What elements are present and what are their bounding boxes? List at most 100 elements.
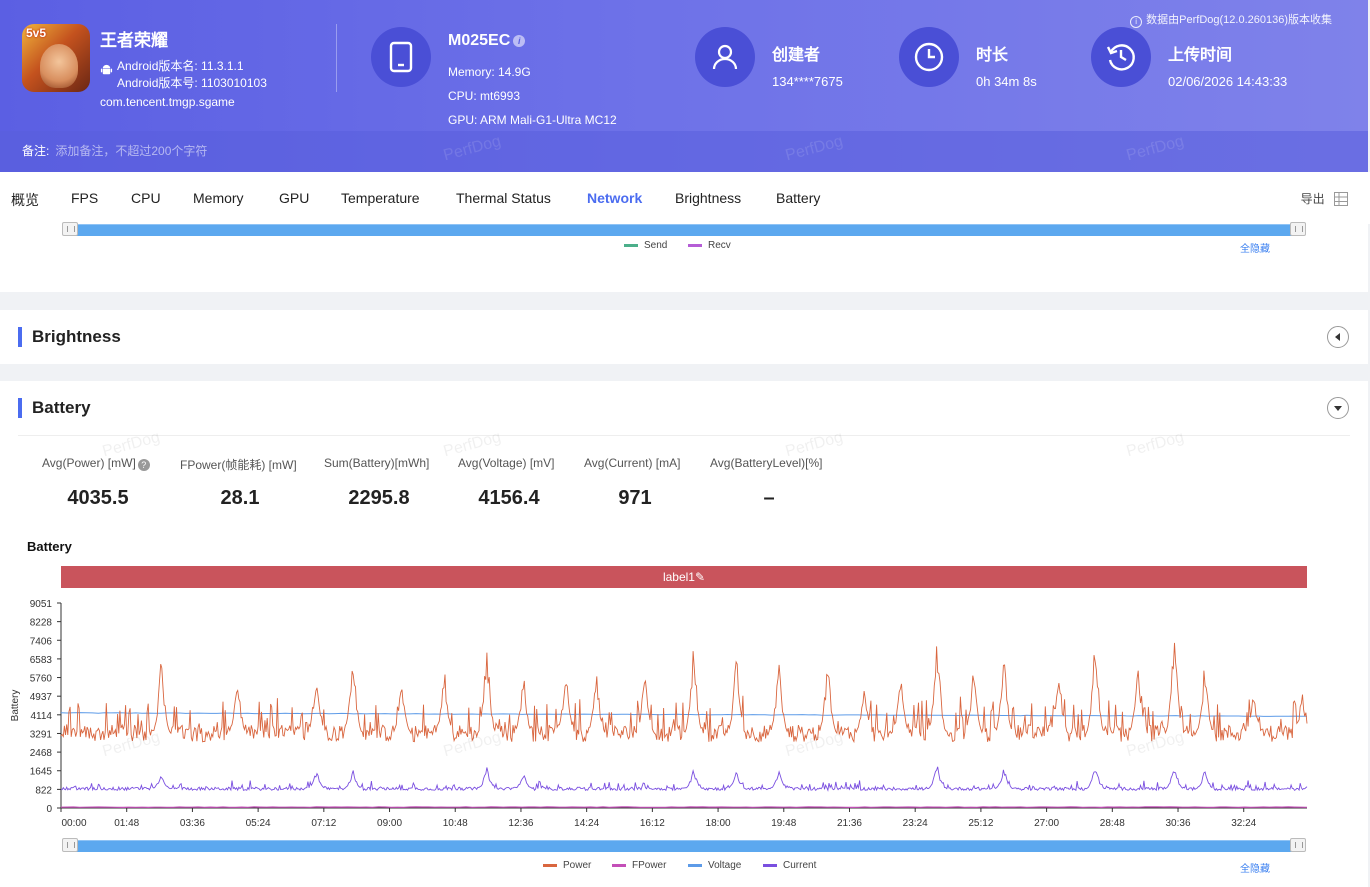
tab-gpu[interactable]: GPU — [279, 190, 310, 206]
battery-collapse-toggle[interactable] — [1327, 397, 1349, 419]
tab-fps[interactable]: FPS — [71, 190, 99, 206]
battery-chart-title: Battery — [27, 539, 72, 554]
package-name: com.tencent.tmgp.sgame — [100, 95, 235, 109]
tab-network[interactable]: Network — [587, 190, 643, 206]
battery-slider-end-handle[interactable] — [1290, 838, 1306, 852]
legend-current[interactable]: Current — [763, 860, 816, 871]
x-tick-label: 00:00 — [61, 818, 86, 829]
header-divider — [336, 24, 337, 92]
device-info-icon[interactable]: i — [513, 34, 526, 47]
x-tick-label: 30:36 — [1166, 818, 1191, 829]
legend-send-label: Send — [644, 240, 668, 251]
x-tick-label: 14:24 — [574, 818, 599, 829]
chart-label-text: label1 — [662, 570, 695, 584]
duration-value: 0h 34m 8s — [976, 74, 1037, 89]
battery-range-slider[interactable] — [70, 840, 1298, 852]
x-tick-label: 25:12 — [968, 818, 993, 829]
stat-avg-battery-level-value: – — [763, 487, 775, 509]
tab-overview[interactable]: 概览 — [11, 192, 39, 208]
upload-title: 上传时间 — [1168, 47, 1233, 64]
battery-card: Battery Avg(Power) [mW]? 4035.5 FPower(帧… — [0, 381, 1368, 887]
x-tick-label: 18:00 — [706, 818, 731, 829]
legend-fpower-swatch — [612, 863, 626, 867]
legend-fpower-label: FPower — [632, 860, 667, 871]
y-tick-label: 7406 — [30, 636, 53, 647]
y-tick-label: 4937 — [30, 692, 53, 703]
legend-voltage-swatch — [688, 863, 702, 867]
creator-value: 134****7675 — [772, 74, 843, 89]
legend-voltage-label: Voltage — [708, 860, 742, 871]
legend-fpower[interactable]: FPower — [612, 860, 666, 871]
x-tick-label: 28:48 — [1100, 818, 1125, 829]
y-tick-label: 6583 — [30, 655, 53, 666]
stat-avg-current-value: 971 — [618, 487, 652, 509]
x-tick-label: 09:00 — [377, 818, 402, 829]
x-tick-label: 10:48 — [443, 818, 468, 829]
app-name: 王者荣耀 — [100, 31, 168, 50]
source-note-text: 数据由PerfDog(12.0.260136)版本收集 — [1146, 14, 1332, 26]
tab-brightness[interactable]: Brightness — [675, 190, 742, 206]
x-tick-label: 23:24 — [903, 818, 928, 829]
app-icon-badge: 5v5 — [26, 26, 47, 40]
export-button[interactable]: 导出 — [1301, 190, 1348, 207]
device-memory: Memory: 14.9G — [448, 65, 531, 79]
legend-send-swatch — [624, 243, 638, 247]
duration-title: 时长 — [976, 47, 1009, 64]
network-slider-end-handle[interactable] — [1290, 222, 1306, 236]
x-tick-label: 16:12 — [640, 818, 665, 829]
stat-avg-power-label: Avg(Power) [mW]? — [42, 456, 150, 471]
legend-current-swatch — [763, 863, 777, 867]
version-code: Android版本号: 1103010103 — [117, 76, 267, 90]
help-icon[interactable]: ? — [137, 459, 150, 471]
stat-avg-voltage-label: Avg(Voltage) [mV] — [458, 456, 555, 470]
remark-bar[interactable]: 备注: 添加备注，不超过200个字符 — [0, 131, 1368, 172]
tab-temperature[interactable]: Temperature — [341, 190, 420, 206]
battery-hide-all-link[interactable]: 全隐藏 — [1240, 864, 1270, 875]
watermark: PerfDog — [1124, 428, 1186, 461]
user-icon — [712, 44, 738, 70]
battery-slider-start-handle[interactable] — [62, 838, 78, 852]
legend-voltage[interactable]: Voltage — [688, 860, 741, 871]
stat-avg-power-label-text: Avg(Power) [mW] — [42, 456, 136, 470]
legend-power[interactable]: Power — [543, 860, 591, 871]
battery-title: Battery — [18, 398, 91, 418]
brightness-expand-toggle[interactable] — [1327, 326, 1349, 348]
network-range-slider[interactable] — [70, 224, 1298, 236]
y-tick-label: 4114 — [30, 711, 52, 722]
brightness-title: Brightness — [18, 327, 121, 347]
brightness-card: Brightness — [0, 310, 1368, 364]
tab-thermal-status[interactable]: Thermal Status — [456, 190, 551, 206]
clock-icon — [914, 42, 944, 72]
y-tick-label: 9051 — [30, 599, 53, 610]
legend-send[interactable]: Send — [624, 240, 667, 251]
device-gpu: GPU: ARM Mali-G1-Ultra MC12 — [448, 113, 617, 127]
info-circle-icon: i — [1130, 16, 1143, 28]
upload-icon-circle — [1091, 27, 1151, 87]
upload-value: 02/06/2026 14:43:33 — [1168, 74, 1288, 89]
legend-recv[interactable]: Recv — [688, 240, 731, 251]
remark-label: 备注: — [22, 144, 50, 158]
app-icon: 5v5 — [22, 24, 90, 92]
tab-battery[interactable]: Battery — [776, 190, 821, 206]
chart-label-bar[interactable]: label1✎ — [61, 566, 1307, 588]
legend-current-label: Current — [783, 860, 817, 871]
tab-bar: 概览 FPS CPU Memory GPU Temperature Therma… — [0, 172, 1370, 224]
hero-portrait — [40, 44, 78, 88]
y-tick-label: 1645 — [30, 767, 53, 778]
battery-line-chart[interactable]: 0 822 1645 2468 3291 4114 4937 5760 6583 7406 8228… — [0, 596, 1368, 836]
tab-memory[interactable]: Memory — [193, 190, 244, 206]
legend-power-swatch — [543, 863, 557, 867]
remark-input[interactable]: 添加备注，不超过200个字符 — [55, 144, 208, 158]
y-tick-label: 8228 — [30, 618, 53, 629]
y-tick-label: 822 — [35, 785, 52, 796]
device-model-row: M025EC i — [448, 32, 526, 50]
network-slider-start-handle[interactable] — [62, 222, 78, 236]
stat-sum-battery-value: 2295.8 — [348, 487, 410, 509]
edit-pencil-icon[interactable]: ✎ — [694, 570, 706, 584]
series-fpower-line — [60, 806, 1308, 809]
x-tick-label: 07:12 — [311, 818, 336, 829]
network-hide-all-link[interactable]: 全隐藏 — [1240, 244, 1270, 255]
table-export-icon — [1334, 192, 1348, 206]
x-tick-label: 12:36 — [508, 818, 533, 829]
tab-cpu[interactable]: CPU — [131, 190, 161, 206]
